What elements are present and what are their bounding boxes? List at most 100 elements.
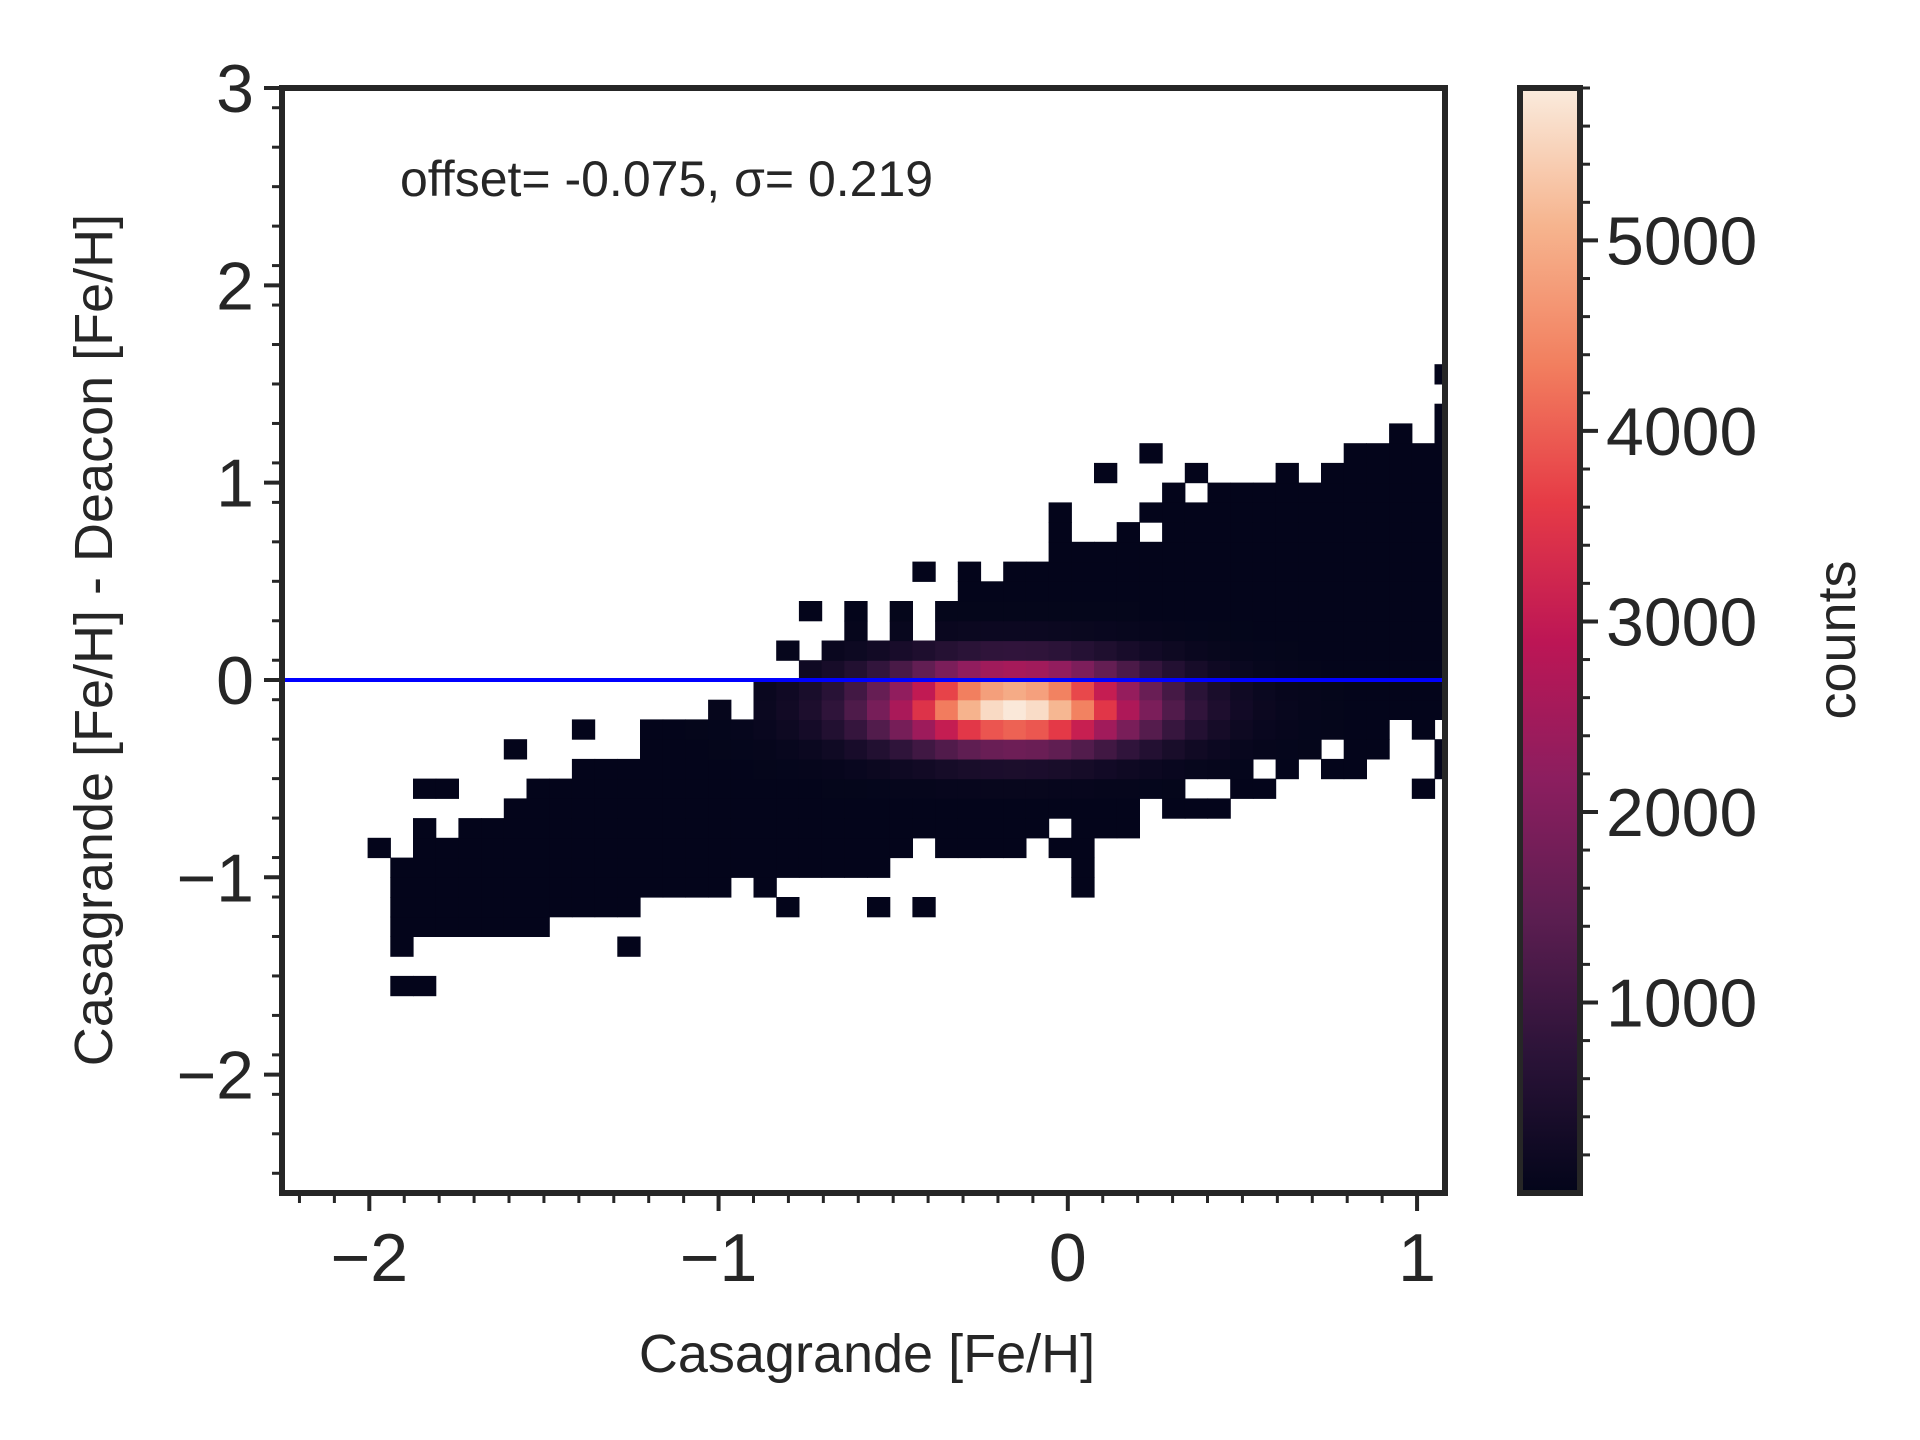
heatmap-cell xyxy=(1321,620,1345,642)
heatmap-cell xyxy=(1343,443,1367,464)
heatmap-cell xyxy=(1434,680,1445,701)
heatmap-cell xyxy=(1275,699,1299,720)
x-tick-label: −2 xyxy=(331,1220,409,1296)
heatmap-cell xyxy=(1207,620,1231,642)
heatmap-cell xyxy=(390,877,414,898)
heatmap-cell xyxy=(1094,640,1118,661)
heatmap-cell xyxy=(1094,818,1118,839)
y-axis-ticks: −2 −1 0 1 2 3 xyxy=(176,51,282,1175)
y-tick-label: 0 xyxy=(216,643,254,719)
heatmap-cell xyxy=(1298,601,1322,622)
heatmap-cell xyxy=(957,818,982,839)
heatmap-cell xyxy=(685,857,709,878)
heatmap-cell xyxy=(867,778,891,799)
y-tick-label: −2 xyxy=(176,1038,254,1114)
heatmap-cell xyxy=(1003,561,1027,582)
heatmap-cell xyxy=(1048,798,1072,819)
heatmap-cell xyxy=(1048,541,1072,563)
heatmap-cell xyxy=(1048,680,1072,701)
heatmap-cell xyxy=(1230,739,1254,760)
heatmap-cell xyxy=(844,719,868,740)
heatmap-cell xyxy=(1252,581,1277,602)
heatmap-cell xyxy=(1003,758,1027,780)
heatmap-cell xyxy=(571,818,596,839)
heatmap-cell xyxy=(980,798,1004,819)
heatmap-cell xyxy=(980,640,1004,661)
heatmap-cell xyxy=(571,758,596,780)
heatmap-cell xyxy=(889,680,913,701)
heatmap-cell xyxy=(957,680,982,701)
heatmap-cell xyxy=(1343,739,1367,760)
heatmap-cell xyxy=(594,897,618,918)
heatmap-cell xyxy=(980,660,1004,681)
heatmap-cell xyxy=(1048,561,1072,582)
heatmap-cell xyxy=(912,758,936,780)
heatmap-cell xyxy=(1275,640,1299,661)
heatmap-cell xyxy=(1184,719,1209,740)
heatmap-cell xyxy=(753,758,777,780)
heatmap-cell xyxy=(889,620,913,642)
heatmap-cell xyxy=(1411,541,1436,563)
heatmap-cell xyxy=(1389,561,1413,582)
heatmap-cell xyxy=(1071,601,1095,622)
heatmap-cell xyxy=(1094,561,1118,582)
heatmap-cell xyxy=(1343,522,1367,543)
heatmap-cell xyxy=(1411,640,1436,661)
heatmap-cell xyxy=(708,798,732,819)
heatmap-cell xyxy=(1071,739,1095,760)
heatmap-cell xyxy=(1275,502,1299,523)
heatmap-cell xyxy=(1184,522,1209,543)
heatmap-cell xyxy=(1275,660,1299,681)
heatmap-cell xyxy=(935,739,959,760)
heatmap-cell xyxy=(1162,680,1186,701)
heatmap-cell xyxy=(753,877,777,898)
heatmap-cell xyxy=(1162,640,1186,661)
x-tick-label: 1 xyxy=(1398,1220,1436,1296)
heatmap-cell xyxy=(1003,837,1027,859)
heatmap-cell xyxy=(844,798,868,819)
heatmap-cell xyxy=(1162,522,1186,543)
heatmap-cell xyxy=(776,837,800,859)
heatmap-cell xyxy=(844,758,868,780)
heatmap-cell xyxy=(798,739,823,760)
heatmap-cell xyxy=(549,877,573,898)
heatmap-cell xyxy=(1139,778,1163,799)
heatmap-cell xyxy=(1071,561,1095,582)
heatmap-cell xyxy=(1025,680,1050,701)
heatmap-cell xyxy=(1298,482,1322,503)
heatmap-cell xyxy=(571,798,596,819)
heatmap-cell xyxy=(1003,640,1027,661)
heatmap-cell xyxy=(1321,581,1345,602)
heatmap-cell xyxy=(662,739,686,760)
heatmap-cell xyxy=(1003,581,1027,602)
heatmap-cell xyxy=(1094,660,1118,681)
heatmap-cell xyxy=(1025,601,1050,622)
heatmap-cell xyxy=(1139,443,1163,464)
heatmap-cell xyxy=(912,699,936,720)
heatmap-cell xyxy=(1343,581,1367,602)
heatmap-cell xyxy=(503,798,528,819)
heatmap-cell xyxy=(571,897,596,918)
heatmap-cell xyxy=(1003,680,1027,701)
heatmap-cell xyxy=(1003,699,1027,720)
heatmap-cell xyxy=(1071,581,1095,602)
heatmap-cell xyxy=(1094,719,1118,740)
heatmap-cell xyxy=(1411,601,1436,622)
heatmap-cell xyxy=(708,758,732,780)
heatmap-cell xyxy=(1230,758,1254,780)
heatmap-cell xyxy=(1434,522,1445,543)
heatmap-cell xyxy=(1184,541,1209,563)
heatmap-cell xyxy=(1116,680,1140,701)
heatmap-cell xyxy=(1389,462,1413,484)
heatmap-cell xyxy=(617,818,641,839)
heatmap-cell xyxy=(1025,758,1050,780)
heatmap-cell xyxy=(617,837,641,859)
heatmap-cell xyxy=(935,818,959,839)
heatmap-cell xyxy=(1162,601,1186,622)
heatmap-cell xyxy=(413,818,437,839)
heatmap-cell xyxy=(1366,502,1390,523)
heatmap-cell xyxy=(980,699,1004,720)
heatmap-cell xyxy=(753,778,777,799)
heatmap-cell xyxy=(1434,620,1445,642)
heatmap-cell xyxy=(640,719,664,740)
